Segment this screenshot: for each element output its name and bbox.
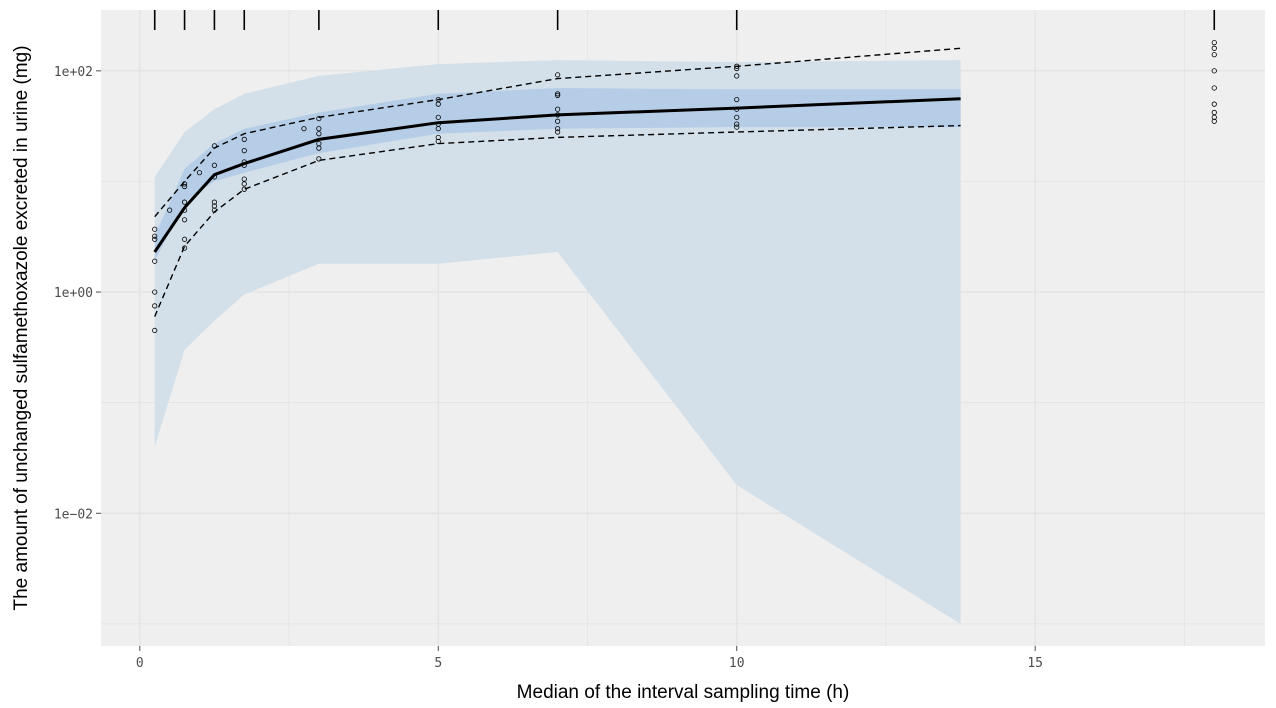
observed-point (211, 199, 218, 205)
observed-point (152, 258, 158, 264)
observed-point (181, 245, 188, 251)
observed-point (241, 186, 247, 192)
observed-point (435, 114, 441, 120)
observed-point (152, 327, 158, 334)
observed-point (734, 63, 740, 69)
observed-point (734, 96, 740, 103)
observed-point (211, 143, 218, 149)
observed-point (435, 96, 441, 103)
observed-point (181, 217, 188, 223)
y-axis-ticks: 1e−02 1e+00 1e+02 (54, 65, 101, 522)
observed-point (734, 114, 740, 120)
observed-point (152, 226, 158, 232)
observed-point (1211, 68, 1217, 74)
observed-point (316, 156, 322, 162)
observed-point (181, 207, 188, 213)
observed-point (152, 233, 158, 239)
percentile-line-2 (154, 124, 961, 317)
observed-point (301, 126, 307, 132)
observed-point (211, 162, 218, 168)
y-tick-label: 1e+00 (54, 286, 93, 301)
observed-point (555, 112, 561, 118)
observed-point (734, 106, 740, 112)
x-axis-title: Median of the interval sampling time (h) (517, 682, 850, 703)
x-tick-label: 15 (1027, 656, 1043, 671)
observed-points (152, 39, 1217, 334)
observed-point (316, 140, 322, 147)
x-tick-label: 10 (729, 656, 745, 671)
observed-point (241, 176, 247, 182)
observed-point (734, 73, 740, 79)
observed-point (241, 159, 247, 165)
observed-point (316, 131, 322, 137)
observed-point (555, 126, 561, 132)
observed-point (211, 203, 218, 209)
observed-point (555, 72, 561, 78)
observed-point (734, 65, 740, 72)
prediction-bands (154, 60, 961, 624)
observed-point (555, 106, 561, 112)
observed-point (196, 170, 203, 176)
y-tick-label: 1e+02 (54, 65, 93, 80)
observed-point (1211, 114, 1217, 120)
observed-point (211, 174, 218, 180)
x-axis-ticks: 0 5 10 15 (136, 646, 1043, 671)
observed-point (435, 121, 441, 127)
observed-point (241, 162, 247, 168)
observed-point (316, 126, 322, 132)
observed-point (555, 91, 561, 97)
x-tick-label: 0 (136, 656, 144, 671)
observed-point (152, 236, 158, 242)
bin-markers (153, 10, 1216, 30)
observed-point (435, 134, 441, 141)
percentile-lines (153, 47, 961, 317)
observed-point (181, 183, 188, 190)
observed-point (152, 289, 158, 295)
observed-point (555, 129, 561, 135)
observed-point (734, 124, 740, 130)
observed-point (241, 136, 247, 142)
observed-point (241, 181, 247, 187)
observed-point (1211, 52, 1217, 58)
observed-point (555, 92, 561, 98)
observed-point (1211, 85, 1217, 91)
percentile-line-1 (154, 47, 961, 218)
observed-point (152, 303, 158, 309)
observed-point (1211, 118, 1217, 124)
observed-point (167, 207, 173, 213)
observed-point (316, 115, 322, 122)
observed-point (181, 236, 188, 242)
observed-point (181, 199, 188, 205)
median-ci-band (154, 88, 961, 262)
y-tick-label: 1e−02 (54, 507, 93, 522)
observed-point (1211, 39, 1217, 46)
median-line (153, 97, 961, 253)
observed-point (1211, 109, 1217, 116)
observed-point (734, 121, 740, 127)
y-axis-title: The amount of unchanged sulfamethoxazole… (11, 45, 32, 610)
observed-point (1211, 45, 1217, 51)
observed-point (555, 118, 561, 124)
observed-point (181, 181, 188, 187)
observed-point (1211, 101, 1217, 107)
prediction-interval-band (154, 60, 961, 624)
x-tick-label: 5 (434, 656, 442, 671)
observed-point (241, 148, 247, 154)
